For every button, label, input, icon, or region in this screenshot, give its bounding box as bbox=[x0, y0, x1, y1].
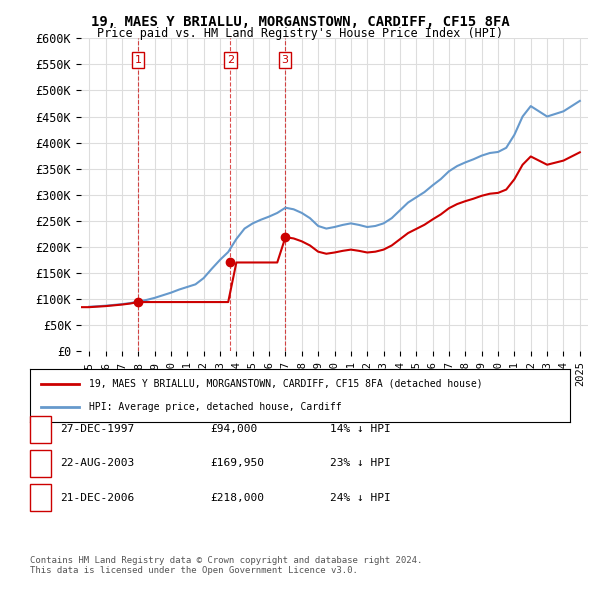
Text: 1: 1 bbox=[37, 422, 44, 436]
Text: 19, MAES Y BRIALLU, MORGANSTOWN, CARDIFF, CF15 8FA (detached house): 19, MAES Y BRIALLU, MORGANSTOWN, CARDIFF… bbox=[89, 379, 483, 389]
Text: 2: 2 bbox=[37, 457, 44, 470]
Text: 22-AUG-2003: 22-AUG-2003 bbox=[60, 458, 134, 468]
Text: 21-DEC-2006: 21-DEC-2006 bbox=[60, 493, 134, 503]
Text: 3: 3 bbox=[281, 55, 289, 65]
Text: 27-DEC-1997: 27-DEC-1997 bbox=[60, 424, 134, 434]
Text: 1: 1 bbox=[134, 55, 142, 65]
Text: £218,000: £218,000 bbox=[210, 493, 264, 503]
Text: HPI: Average price, detached house, Cardiff: HPI: Average price, detached house, Card… bbox=[89, 402, 342, 412]
Text: 3: 3 bbox=[37, 491, 44, 504]
Text: £169,950: £169,950 bbox=[210, 458, 264, 468]
Text: 24% ↓ HPI: 24% ↓ HPI bbox=[330, 493, 391, 503]
Text: 2: 2 bbox=[227, 55, 234, 65]
Text: Price paid vs. HM Land Registry's House Price Index (HPI): Price paid vs. HM Land Registry's House … bbox=[97, 27, 503, 40]
Text: £94,000: £94,000 bbox=[210, 424, 257, 434]
Text: Contains HM Land Registry data © Crown copyright and database right 2024.
This d: Contains HM Land Registry data © Crown c… bbox=[30, 556, 422, 575]
Text: 23% ↓ HPI: 23% ↓ HPI bbox=[330, 458, 391, 468]
Text: 19, MAES Y BRIALLU, MORGANSTOWN, CARDIFF, CF15 8FA: 19, MAES Y BRIALLU, MORGANSTOWN, CARDIFF… bbox=[91, 15, 509, 29]
Text: 14% ↓ HPI: 14% ↓ HPI bbox=[330, 424, 391, 434]
